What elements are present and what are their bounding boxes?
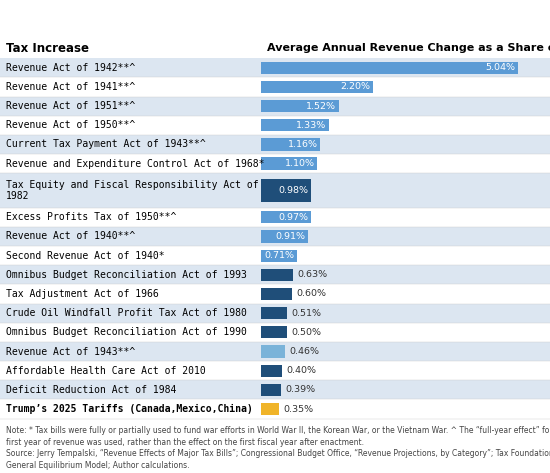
Bar — [261, 211, 311, 223]
Bar — [261, 403, 279, 415]
Text: 2.20%: 2.20% — [340, 82, 371, 91]
Bar — [261, 158, 317, 170]
Text: 0.71%: 0.71% — [265, 251, 295, 260]
Text: Revenue Act of 1950**^: Revenue Act of 1950**^ — [6, 120, 135, 130]
Bar — [0, 154, 550, 173]
Bar — [0, 227, 550, 246]
Text: Average Annual Revenue Change as a Share of GDP: Average Annual Revenue Change as a Share… — [267, 44, 550, 53]
Bar — [0, 208, 550, 227]
Text: Revenue Act of 1943**^: Revenue Act of 1943**^ — [6, 347, 135, 357]
Text: 0.97%: 0.97% — [278, 213, 308, 222]
Text: Revenue and Expenditure Control Act of 1968*: Revenue and Expenditure Control Act of 1… — [6, 158, 264, 168]
Bar — [261, 250, 298, 262]
Bar — [261, 61, 518, 74]
Text: 0.98%: 0.98% — [278, 186, 309, 195]
Bar — [0, 173, 550, 208]
Bar — [0, 342, 550, 361]
Text: 1.10%: 1.10% — [284, 159, 315, 168]
Text: Revenue Act of 1951**^: Revenue Act of 1951**^ — [6, 101, 135, 111]
Text: 1.16%: 1.16% — [288, 140, 318, 149]
Text: Omnibus Budget Reconciliation Act of 1990: Omnibus Budget Reconciliation Act of 199… — [6, 327, 246, 337]
Text: Revenue Act of 1942**^: Revenue Act of 1942**^ — [6, 63, 135, 73]
Text: Revenue Act of 1941**^: Revenue Act of 1941**^ — [6, 82, 135, 92]
Text: Revenue Act of 1940**^: Revenue Act of 1940**^ — [6, 231, 135, 242]
Text: 0.46%: 0.46% — [289, 347, 319, 356]
Bar — [261, 119, 329, 131]
Bar — [261, 100, 339, 112]
Text: 1.33%: 1.33% — [296, 121, 326, 130]
Text: Omnibus Budget Reconciliation Act of 1993: Omnibus Budget Reconciliation Act of 199… — [6, 270, 246, 280]
Bar — [261, 288, 292, 300]
Bar — [261, 230, 307, 243]
Text: 0.60%: 0.60% — [296, 289, 326, 298]
Bar — [0, 284, 550, 304]
Bar — [0, 35, 550, 58]
Bar — [261, 345, 285, 358]
Text: Tax Equity and Fiscal Responsibility Act of
1982: Tax Equity and Fiscal Responsibility Act… — [6, 180, 258, 201]
Bar — [261, 81, 373, 93]
Text: Tax Increase: Tax Increase — [6, 42, 89, 55]
Bar — [0, 265, 550, 284]
Bar — [261, 307, 287, 319]
Text: Excess Profits Tax of 1950**^: Excess Profits Tax of 1950**^ — [6, 212, 176, 222]
Bar — [0, 399, 550, 419]
Bar — [261, 138, 321, 150]
Bar — [0, 361, 550, 380]
Bar — [0, 380, 550, 399]
Text: 1.52%: 1.52% — [306, 102, 336, 111]
Bar — [261, 326, 287, 339]
Text: 0.50%: 0.50% — [291, 328, 321, 337]
Bar — [261, 384, 281, 396]
Bar — [261, 269, 293, 281]
Text: Crude Oil Windfall Profit Tax Act of 1980: Crude Oil Windfall Profit Tax Act of 198… — [6, 308, 246, 318]
Text: 0.91%: 0.91% — [275, 232, 305, 241]
Text: 0.51%: 0.51% — [292, 309, 322, 318]
Bar — [0, 96, 550, 116]
Text: Affordable Health Care Act of 2010: Affordable Health Care Act of 2010 — [6, 366, 205, 376]
Text: 0.35%: 0.35% — [283, 404, 313, 413]
Bar — [0, 246, 550, 265]
Bar — [261, 179, 311, 201]
Text: Trump’s 2025 Tariffs (Canada,Mexico,China): Trump’s 2025 Tariffs (Canada,Mexico,Chin… — [6, 404, 252, 414]
Text: Current Tax Payment Act of 1943**^: Current Tax Payment Act of 1943**^ — [6, 140, 205, 149]
Bar — [261, 365, 282, 377]
Bar — [0, 58, 550, 78]
Text: Second Revenue Act of 1940*: Second Revenue Act of 1940* — [6, 251, 164, 261]
Bar — [0, 78, 550, 96]
Bar — [0, 135, 550, 154]
Text: 0.40%: 0.40% — [286, 366, 316, 375]
Bar — [0, 116, 550, 135]
Text: Deficit Reduction Act of 1984: Deficit Reduction Act of 1984 — [6, 385, 176, 395]
Bar — [0, 304, 550, 323]
Text: Tax Adjustment Act of 1966: Tax Adjustment Act of 1966 — [6, 289, 158, 299]
Text: 0.63%: 0.63% — [298, 270, 328, 280]
Text: 0.39%: 0.39% — [285, 385, 316, 394]
Text: 5.04%: 5.04% — [486, 63, 515, 72]
Text: Note: * Tax bills were fully or partially used to fund war efforts in World War : Note: * Tax bills were fully or partiall… — [6, 426, 550, 470]
Bar — [0, 323, 550, 342]
